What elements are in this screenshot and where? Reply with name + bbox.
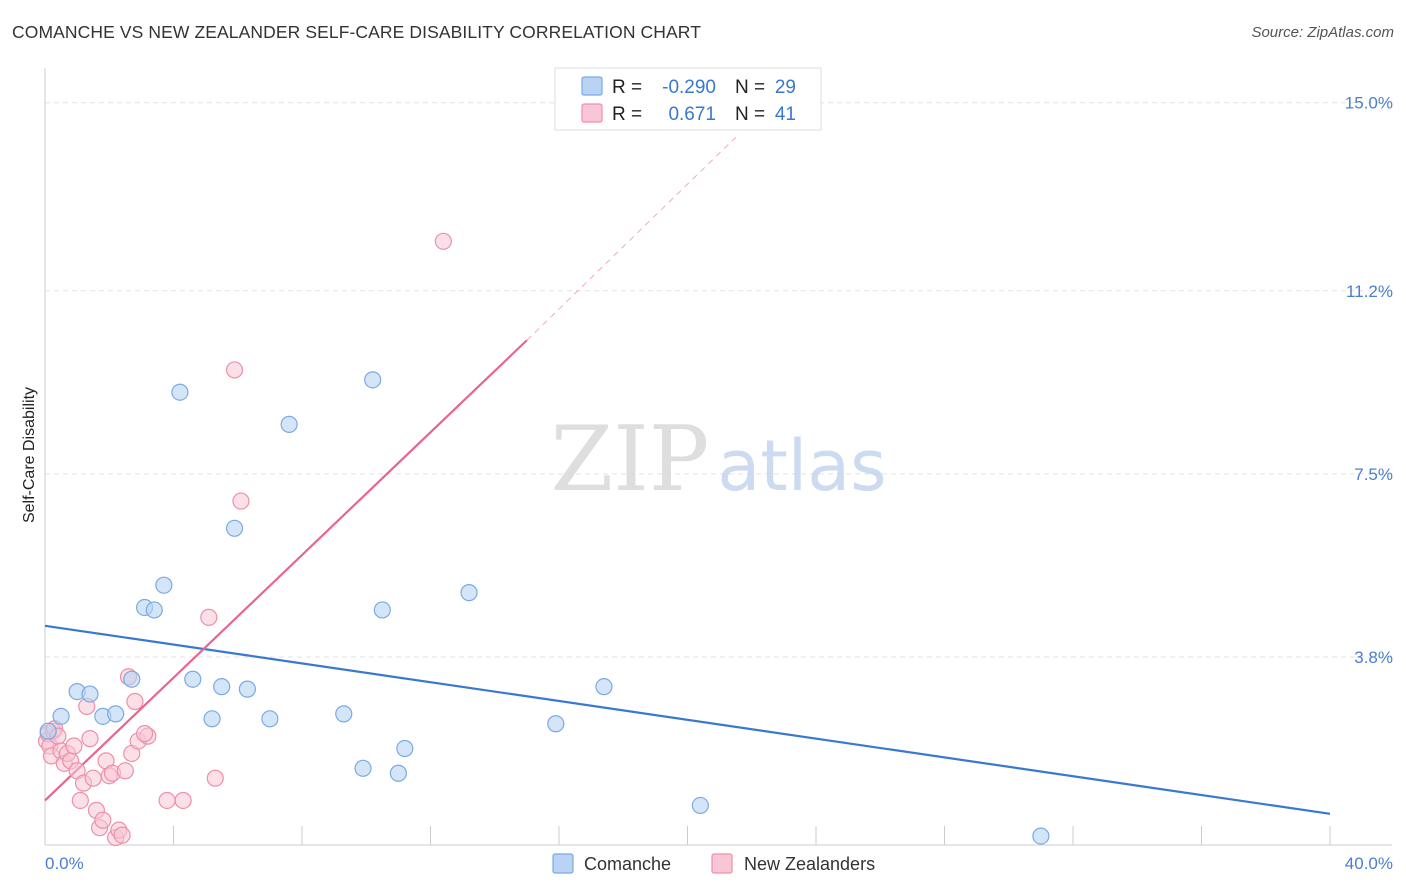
legend-n-value-nz: 41	[775, 104, 796, 125]
data-point-nz	[84, 769, 102, 787]
trend-line-nz	[44, 339, 528, 802]
legend-r-value-comanche: -0.290	[662, 77, 716, 98]
trend-line-nz-extension	[526, 137, 737, 341]
data-point-comanche	[52, 707, 70, 725]
data-point-comanche	[225, 519, 244, 537]
data-point-comanche	[354, 759, 372, 777]
series-legend-swatch-comanche	[552, 853, 574, 874]
legend-n-label-comanche: N =	[735, 77, 765, 98]
data-point-comanche	[39, 722, 57, 740]
data-point-comanche	[389, 764, 407, 782]
chart-title: COMANCHE VS NEW ZEALANDER SELF-CARE DISA…	[12, 22, 702, 42]
data-point-comanche	[595, 678, 613, 696]
tick-labels: 3.8% 7.5% 11.2% 15.0% 0.0% 40.0%	[45, 94, 1393, 873]
series-legend-label-comanche: Comanche	[584, 854, 671, 874]
legend-n-value-comanche: 29	[775, 77, 796, 98]
data-point-comanche	[107, 705, 125, 723]
data-point-nz	[200, 608, 218, 626]
y-axis-title: Self-Care Disability	[21, 387, 38, 523]
x-tick-label-min: 0.0%	[45, 854, 84, 873]
data-point-comanche	[81, 685, 99, 703]
watermark-atlas: atlas	[717, 425, 886, 507]
x-tick-label-max: 40.0%	[1345, 854, 1393, 873]
data-point-nz	[65, 737, 83, 755]
legend-swatch-comanche	[581, 76, 603, 96]
data-point-nz	[206, 769, 224, 787]
data-point-comanche	[171, 383, 189, 401]
data-point-comanche	[547, 715, 565, 733]
data-point-nz	[113, 826, 131, 844]
data-point-comanche	[203, 710, 221, 728]
data-point-nz	[81, 730, 99, 748]
data-point-comanche	[373, 601, 391, 619]
data-point-nz	[174, 791, 192, 810]
data-point-nz	[158, 791, 176, 810]
data-point-nz	[94, 811, 112, 829]
correlation-legend: R = -0.290 N = 29 R = 0.671 N = 41	[554, 67, 822, 131]
data-point-nz	[434, 232, 452, 250]
data-point-nz	[232, 492, 250, 510]
data-point-comanche	[1032, 827, 1050, 845]
y-tick-label: 3.8%	[1354, 648, 1393, 667]
data-point-comanche	[184, 670, 202, 688]
data-point-nz	[126, 692, 144, 711]
data-point-nz	[225, 361, 244, 379]
legend-r-value-nz: 0.671	[668, 104, 716, 125]
data-point-comanche	[691, 796, 709, 815]
data-point-comanche	[213, 678, 231, 696]
data-point-nz	[135, 725, 154, 743]
y-tick-label: 11.2%	[1346, 282, 1393, 301]
legend-swatch-nz	[581, 103, 603, 123]
data-point-comanche	[261, 710, 279, 728]
data-point-comanche	[145, 601, 163, 619]
data-points	[38, 232, 1050, 847]
y-tick-label: 15.0%	[1345, 94, 1393, 113]
source-credit: Source: ZipAtlas.com	[1251, 24, 1394, 41]
zipatlas-watermark: ZIP atlas	[551, 407, 887, 512]
data-point-comanche	[460, 584, 478, 602]
data-point-nz	[116, 762, 134, 780]
trend-lines	[44, 137, 1331, 815]
series-legend: Comanche New Zealanders	[552, 853, 875, 874]
data-point-comanche	[396, 739, 414, 758]
data-point-comanche	[280, 415, 298, 433]
data-point-nz	[71, 791, 89, 810]
trend-line-comanche	[44, 624, 1331, 815]
series-legend-label-nz: New Zealanders	[744, 854, 875, 874]
legend-r-label-nz: R =	[612, 104, 642, 125]
legend-n-label-nz: N =	[735, 104, 765, 125]
data-point-comanche	[335, 705, 353, 723]
watermark-zip: ZIP	[551, 407, 710, 512]
data-point-comanche	[364, 371, 382, 389]
data-point-comanche	[238, 680, 256, 698]
grid-lines	[45, 102, 1392, 658]
data-point-comanche	[155, 576, 173, 594]
series-legend-swatch-nz	[711, 853, 733, 874]
data-point-comanche	[123, 670, 141, 688]
axes	[44, 68, 1392, 846]
y-tick-label: 7.5%	[1354, 465, 1393, 484]
legend-r-label-comanche: R =	[612, 77, 642, 98]
